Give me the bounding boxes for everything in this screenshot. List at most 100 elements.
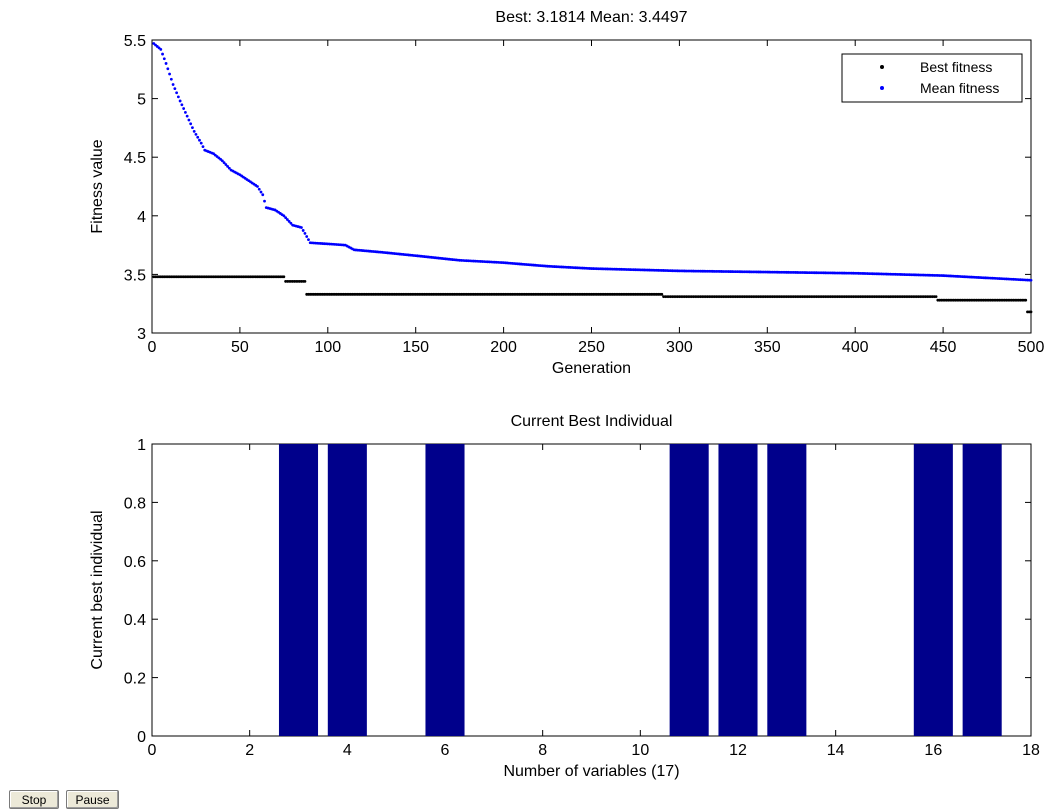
series-1-point [263,199,266,203]
chart-0-title: Best: 3.1814 Mean: 3.4497 [495,9,687,26]
series-mean-fitness [152,42,1033,282]
chart-1-xtick-label: 6 [441,742,450,759]
series-1-point [173,87,177,91]
chart-0-ytick-label: 5 [137,92,146,109]
chart-0-xtick-label: 450 [930,339,957,356]
chart-1-ytick-label: 1 [137,437,146,454]
series-1-point [303,231,307,235]
series-1-point [198,138,201,142]
series-1-point [192,130,196,133]
series-1-point [307,238,310,242]
series-1-point [222,161,226,164]
series-0-point [660,292,664,296]
chart-1-xlabel: Number of variables (17) [503,763,679,780]
series-1-point [169,77,173,81]
chart-0-xtick-label: 150 [402,339,429,356]
series-1-point [227,166,231,170]
chart-0-xtick-label: 350 [754,339,781,356]
series-1-point [182,107,186,110]
series-1-point [259,190,263,194]
stop-button[interactable]: Stop [9,790,59,809]
series-1-point [185,114,189,118]
bar-variable-12 [718,444,758,736]
chart-1-xtick-label: 8 [538,742,547,759]
series-0-point [303,280,307,283]
chart-0-xtick-label: 500 [1018,339,1045,356]
chart-0-ytick-label: 4.5 [124,150,146,167]
chart-1-ytick-label: 0.8 [124,495,146,512]
series-1-point [175,91,179,95]
chart-1-xtick-label: 0 [148,742,157,759]
series-0-point [1029,310,1033,314]
chart-1-xtick-label: 16 [924,742,942,759]
series-best-fitness [152,275,1033,314]
series-1-point [196,135,200,139]
chart-0-xlabel: Generation [552,360,631,377]
chart-1-ylabel: Current best individual [89,510,106,669]
series-0-point [1024,298,1028,302]
chart-0-xtick-label: 100 [314,339,341,356]
series-1-point [301,229,305,232]
series-1-point [178,99,182,103]
series-1-point [164,62,168,65]
series-1-point [184,110,187,114]
chart-0-xtick-label: 50 [231,339,249,356]
pause-button[interactable]: Pause [66,790,119,809]
legend-label-1: Mean fitness [920,80,999,96]
series-1-point [285,218,289,221]
chart-0-ytick-label: 5.5 [124,33,146,50]
series-1-point [220,159,224,163]
chart-0-ytick-label: 4 [137,209,146,226]
bar-variable-4 [327,444,367,736]
bar-variable-13 [767,444,807,736]
legend-marker-0 [880,65,884,69]
chart-0-xtick-label: 250 [578,339,605,356]
chart-1-ytick-label: 0 [137,729,146,746]
chart-1-xtick-label: 12 [729,742,747,759]
chart-1-xtick-label: 18 [1022,742,1040,759]
series-1-point [224,163,228,166]
chart-0-xtick-label: 400 [842,339,869,356]
series-1-point [289,221,293,225]
series-1-point [176,95,180,99]
series-0-point [282,275,286,279]
series-1-point [171,83,175,86]
chart-0-ytick-label: 3 [137,326,146,343]
chart-0-ytick-label: 3.5 [124,267,146,284]
series-1-point [305,235,309,238]
chart-1-title: Current Best Individual [511,413,673,430]
chart-1-ytick-label: 0.6 [124,554,146,571]
bar-group [278,444,1002,736]
series-1-point [166,67,170,71]
chart-1-xtick-label: 10 [631,742,649,759]
chart-1-xtick-label: 4 [343,742,352,759]
series-1-point [168,72,171,76]
series-1-point [161,52,164,56]
chart-0-ylabel: Fitness value [89,139,106,233]
chart-1-xtick-label: 14 [827,742,845,759]
series-1-point [284,216,288,220]
bar-variable-16 [913,444,953,736]
series-1-point [159,47,163,51]
chart-0-xtick-label: 0 [148,339,157,356]
chart-1-ytick-label: 0.4 [124,612,146,629]
chart-0-xtick-label: 200 [490,339,517,356]
chart-1-xtick-label: 2 [245,742,254,759]
bar-variable-17 [962,444,1002,736]
series-1-point [261,193,265,197]
series-1-point [1029,278,1033,282]
series-1-point [300,226,303,229]
series-1-point [187,118,191,122]
chart-1-ytick-label: 0.2 [124,671,146,688]
series-1-point [201,145,205,149]
series-0-point [934,295,938,299]
legend-box [841,53,1023,103]
series-1-point [287,220,291,223]
bar-variable-6 [425,444,465,736]
bar-variable-3 [278,444,319,736]
series-1-point [257,187,261,191]
series-1-point [191,126,194,130]
legend-label-0: Best fitness [920,59,992,75]
series-1-point [189,122,193,126]
